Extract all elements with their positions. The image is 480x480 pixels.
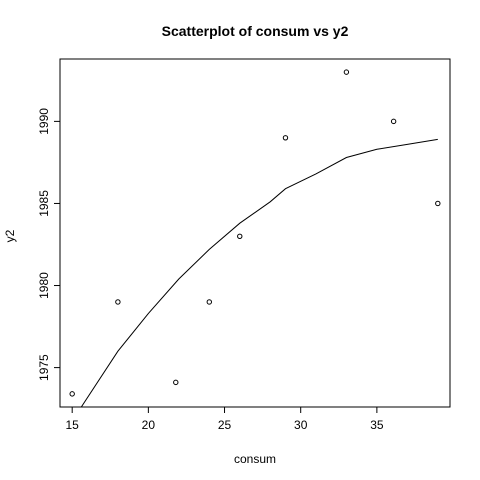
- y-tick-label: 1980: [37, 272, 51, 299]
- y-tick-label: 1990: [37, 108, 51, 135]
- plot-area: 15 20 25 30 35 1975 1980 1985 1990: [37, 58, 451, 432]
- data-point: [173, 379, 179, 386]
- y-axis-title: y2: [3, 229, 17, 242]
- data-point: [237, 233, 243, 239]
- y-tick-label: 1985: [37, 190, 51, 217]
- y-tick-label: 1975: [37, 354, 51, 381]
- chart-title: Scatterplot of consum vs y2: [162, 23, 349, 39]
- x-axis-title: consum: [234, 452, 276, 466]
- data-point: [115, 299, 121, 305]
- data-point: [206, 299, 212, 305]
- data-point: [343, 69, 350, 75]
- data-point: [282, 135, 289, 141]
- data-point: [390, 118, 397, 125]
- plot-frame: [59, 58, 451, 408]
- data-point: [69, 391, 75, 397]
- x-tick-label: 25: [218, 418, 232, 432]
- data-point: [435, 200, 441, 207]
- x-tick-label: 35: [370, 418, 384, 432]
- smooth-line: [80, 138, 438, 407]
- x-tick-label: 20: [142, 418, 156, 432]
- x-tick-label: 30: [294, 418, 308, 432]
- x-tick-label: 15: [66, 418, 80, 432]
